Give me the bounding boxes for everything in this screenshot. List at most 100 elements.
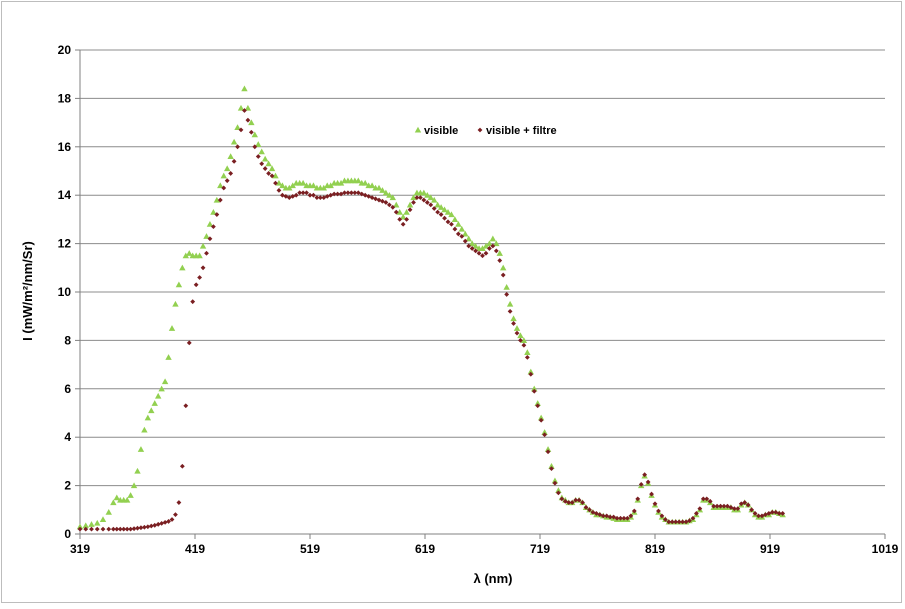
point-visible-filtre <box>390 204 396 210</box>
legend-label: visible <box>424 125 458 137</box>
point-visible-filtre <box>335 191 340 197</box>
point-visible-filtre <box>524 354 530 360</box>
legend-label: visible + filtre <box>486 125 557 137</box>
point-visible-filtre <box>435 209 441 215</box>
point-visible <box>496 250 503 256</box>
point-visible <box>172 300 179 307</box>
point-visible-filtre <box>94 526 100 532</box>
point-visible <box>123 496 131 503</box>
point-visible-filtre <box>89 526 94 532</box>
point-visible-filtre <box>569 500 575 505</box>
point-visible-filtre <box>155 521 161 527</box>
point-visible <box>186 250 193 256</box>
point-visible <box>434 201 441 208</box>
point-visible <box>127 492 134 498</box>
point-visible <box>406 201 414 208</box>
point-visible-filtre <box>749 507 754 513</box>
axes <box>75 49 886 539</box>
point-visible-filtre <box>324 194 330 199</box>
point-visible <box>506 300 514 307</box>
point-visible-filtre <box>100 526 106 532</box>
point-visible-filtre <box>718 503 723 509</box>
point-visible <box>213 196 221 203</box>
point-visible <box>375 184 383 191</box>
point-visible-filtre <box>128 526 133 532</box>
point-visible-filtre <box>573 497 579 503</box>
point-visible-filtre <box>607 514 613 520</box>
point-visible-filtre <box>190 299 196 305</box>
point-visible-filtre <box>473 248 478 254</box>
gridlines <box>80 49 885 487</box>
point-visible <box>158 385 165 392</box>
point-visible <box>441 206 448 213</box>
point-visible <box>299 179 307 186</box>
point-visible-filtre <box>507 308 513 314</box>
point-visible-filtre <box>649 491 654 497</box>
point-visible-filtre <box>400 221 406 227</box>
point-visible <box>462 230 469 237</box>
point-visible-filtre <box>418 195 423 201</box>
point-visible-filtre <box>266 171 271 176</box>
point-visible <box>534 400 541 406</box>
point-visible-filtre <box>397 217 403 222</box>
point-visible-filtre <box>179 463 185 469</box>
point-visible <box>393 201 400 208</box>
point-visible <box>137 446 145 452</box>
point-visible <box>258 148 265 155</box>
point-visible-filtre <box>442 215 447 221</box>
point-visible-filtre <box>142 524 147 530</box>
point-visible-filtre <box>625 515 630 521</box>
point-visible <box>420 189 428 196</box>
point-visible-filtre <box>183 403 189 409</box>
point-visible <box>134 467 141 474</box>
point-visible-filtre <box>193 282 199 288</box>
point-visible <box>286 184 293 191</box>
point-visible <box>279 182 286 189</box>
point-visible-filtre <box>169 517 175 522</box>
point-visible-filtre <box>393 209 399 215</box>
point-visible-filtre <box>438 212 444 217</box>
point-visible-filtre <box>152 522 158 528</box>
point-visible-filtre <box>449 221 454 227</box>
point-visible <box>551 477 559 484</box>
point-visible <box>88 521 95 527</box>
point-visible-filtre <box>317 195 323 201</box>
point-visible <box>379 187 386 193</box>
point-visible-filtre <box>259 161 265 167</box>
point-visible-filtre <box>293 192 299 198</box>
point-visible-filtre <box>600 513 606 519</box>
point-visible <box>500 264 507 271</box>
point-visible-filtre <box>659 513 665 519</box>
point-visible-filtre <box>297 190 303 196</box>
point-visible <box>196 252 203 259</box>
point-visible <box>82 522 89 529</box>
point-visible-filtre <box>173 512 178 518</box>
point-visible-filtre <box>228 171 234 176</box>
point-visible-filtre <box>673 519 679 525</box>
point-visible <box>541 429 548 435</box>
y-tick-label: 14 <box>58 188 72 202</box>
point-visible-filtre <box>114 526 120 532</box>
point-visible <box>175 281 183 288</box>
point-visible-filtre <box>186 340 192 346</box>
point-visible <box>99 516 107 523</box>
point-visible-filtre <box>424 200 430 205</box>
point-visible-filtre <box>483 250 489 256</box>
y-tick-label: 8 <box>64 333 71 347</box>
y-tick-label: 20 <box>58 43 72 57</box>
point-visible-filtre <box>707 498 713 504</box>
point-visible-filtre <box>245 117 251 123</box>
point-visible-filtre <box>383 200 389 205</box>
point-visible-filtre <box>459 233 465 239</box>
point-visible <box>76 523 84 530</box>
point-visible <box>268 165 276 172</box>
point-visible-filtre <box>738 501 744 507</box>
point-visible-filtre <box>162 519 168 525</box>
point-visible <box>179 264 186 271</box>
legend-marker-visible <box>414 126 422 133</box>
point-visible-filtre <box>176 500 182 505</box>
point-visible-filtre <box>138 525 144 531</box>
point-visible-filtre <box>645 479 651 485</box>
point-visible <box>289 182 296 189</box>
